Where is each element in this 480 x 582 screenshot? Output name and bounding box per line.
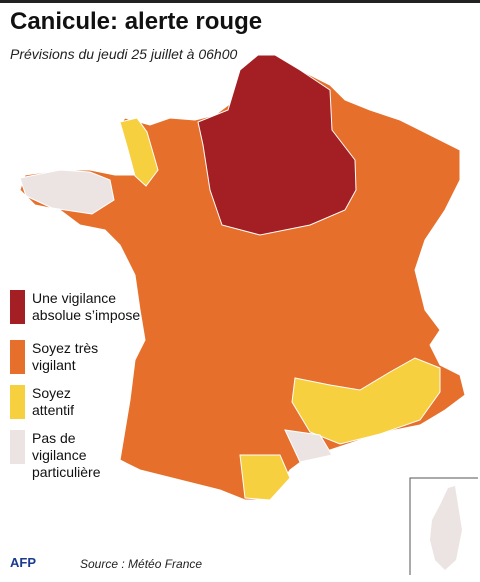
legend-label: Soyez très vigilant [32,340,99,373]
corsica [430,486,462,570]
legend-item: Pas de vigilance particulière [10,430,122,481]
top-bar [0,0,480,3]
legend-swatch [10,340,25,374]
inset-frame [409,477,478,575]
legend-swatch [10,385,25,419]
red-zone [197,54,357,236]
legend-label: Pas de vigilance particulière [32,430,101,480]
legend-label: Une vigilance absolue s’impose [32,290,141,323]
legend-item: Soyez attentif [10,385,92,419]
south-east [291,357,441,445]
brittany [19,169,115,215]
legend-label: Soyez attentif [32,385,75,418]
bouches-du-rhone [284,429,333,463]
legend-swatch [10,430,25,464]
credit: AFP [10,555,36,570]
legend-swatch [10,290,25,324]
source: Source : Météo France [80,557,203,571]
subtitle: Prévisions du jeudi 25 juillet à 06h00 [10,46,238,62]
legend-item: Soyez très vigilant [10,340,122,374]
roussillon [239,454,291,501]
title: Canicule: alerte rouge [10,8,263,35]
legend-item: Une vigilance absolue s’impose [10,290,162,324]
cotentin [119,117,159,187]
